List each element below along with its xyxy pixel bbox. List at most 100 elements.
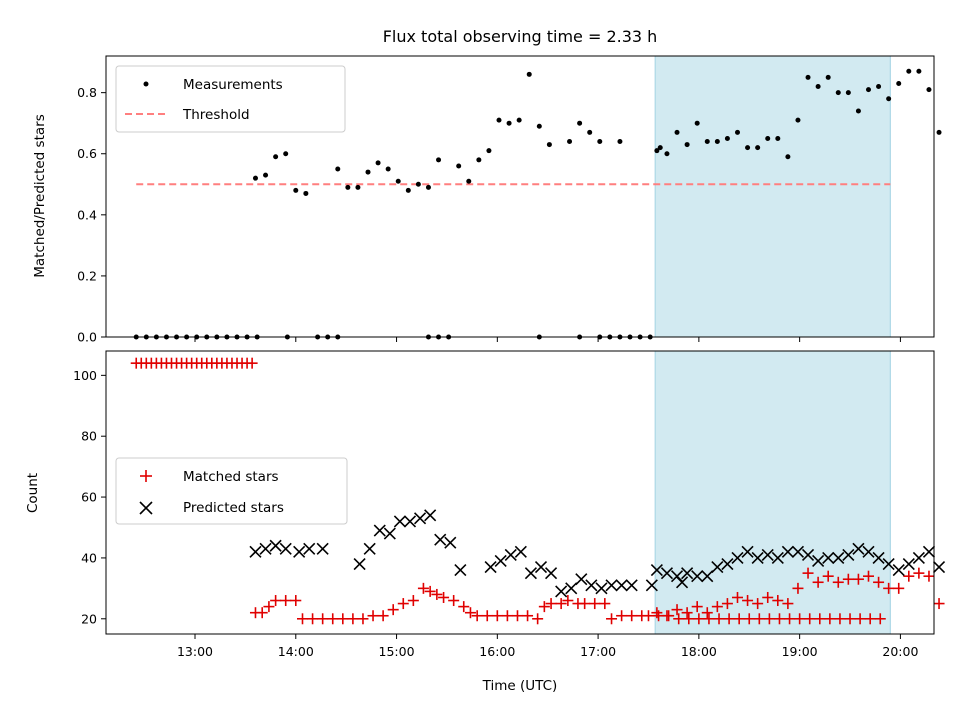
bottom-legend: Matched stars Predicted stars	[115, 457, 348, 525]
predicted-star-point	[565, 582, 578, 595]
matched-star-point	[616, 610, 628, 622]
measurement-point	[283, 151, 289, 157]
matched-star-point	[290, 595, 302, 607]
shaded-interval	[655, 56, 891, 337]
x-tick-label: 17:00	[580, 644, 616, 659]
predicted-star-point	[494, 554, 507, 568]
measurement-point	[546, 142, 552, 148]
measurement-point	[896, 80, 902, 86]
matched-star-point	[471, 610, 483, 622]
matched-star-point	[562, 595, 574, 607]
predicted-star-point	[414, 512, 427, 525]
predicted-star-point	[249, 545, 262, 558]
top-shaded-region	[654, 56, 891, 337]
measurement-point	[926, 87, 932, 93]
predicted-star-point	[862, 545, 875, 558]
predicted-star-point	[259, 542, 272, 555]
matched-star-point	[723, 613, 735, 625]
measurement-point	[365, 169, 371, 175]
matched-star-point	[773, 613, 785, 625]
matched-star-point	[713, 613, 725, 625]
matched-star-point	[784, 613, 796, 625]
predicted-star-point	[852, 542, 865, 555]
x-tick-label: 20:00	[882, 644, 918, 659]
predicted-star-point	[660, 567, 674, 580]
measurement-point	[775, 135, 781, 141]
measurement-point	[273, 154, 279, 160]
measurement-point	[815, 84, 821, 90]
matched-star-point	[555, 598, 567, 610]
predicted-star-point	[484, 560, 497, 574]
measurement-point	[936, 129, 942, 135]
matched-star-point	[742, 595, 754, 607]
matched-star-point	[844, 613, 856, 625]
matched-star-point	[752, 598, 764, 610]
measurement-point	[906, 68, 912, 74]
matched-star-point	[832, 576, 844, 588]
matched-star-point	[651, 607, 663, 619]
measurement-point	[506, 120, 512, 126]
legend-matched-marker	[140, 470, 152, 482]
top-legend-box	[115, 65, 346, 133]
top-legend: Measurements Threshold	[115, 65, 346, 133]
matched-star-point	[842, 573, 854, 585]
predicted-star-point	[363, 542, 376, 555]
measurement-point	[714, 139, 720, 145]
predicted-star-point	[731, 551, 744, 564]
measurement-point	[617, 139, 623, 145]
x-axis-label: Time (UTC)	[482, 678, 558, 694]
matched-star-point	[814, 613, 826, 625]
y-tick-label: 0.8	[77, 85, 97, 100]
matched-star-point	[701, 607, 713, 619]
predicted-star-point	[373, 524, 386, 537]
measurement-point	[476, 157, 482, 163]
measurement-point	[805, 74, 811, 80]
predicted-star-point	[534, 560, 548, 574]
predicted-star-point	[353, 557, 366, 571]
measurement-point	[876, 84, 882, 90]
predicted-star-point	[681, 567, 694, 580]
predicted-star-point	[279, 542, 292, 555]
matched-star-point	[501, 610, 513, 622]
measurement-point	[375, 160, 381, 166]
matched-star-point	[511, 610, 523, 622]
matched-star-point	[464, 607, 476, 619]
matched-star-point	[864, 613, 876, 625]
y-tick-label: 40	[81, 550, 97, 565]
matched-star-point	[431, 588, 443, 600]
measurement-point	[303, 190, 309, 196]
matched-star-point	[545, 598, 557, 610]
matched-star-point	[743, 613, 755, 625]
measurement-point	[755, 145, 761, 151]
matched-star-point	[538, 601, 550, 613]
measurement-point	[425, 184, 431, 190]
measurement-point	[855, 108, 861, 114]
predicted-star-point	[454, 564, 467, 577]
top-x-ticks	[194, 337, 901, 342]
predicted-star-point	[711, 560, 724, 574]
measurement-point	[516, 117, 522, 123]
measurement-point	[355, 184, 361, 190]
y-tick-label: 100	[73, 368, 97, 383]
matched-star-point	[873, 576, 885, 588]
predicted-star-point	[293, 545, 306, 558]
matched-star-point	[913, 567, 925, 579]
measurement-point	[597, 139, 603, 145]
matched-star-point	[903, 570, 915, 582]
measurement-point	[765, 135, 771, 141]
predicted-star-point	[524, 567, 537, 580]
matched-star-point	[792, 582, 804, 594]
bottom-axes-frame	[105, 350, 935, 635]
predicted-star-point	[393, 515, 406, 528]
predicted-star-point	[424, 509, 437, 522]
matched-star-point	[772, 595, 784, 607]
matched-star-point	[280, 595, 292, 607]
predicted-star-point	[812, 554, 825, 568]
predicted-star-point	[595, 582, 608, 595]
matched-star-point	[599, 598, 611, 610]
matched-star-point	[804, 613, 816, 625]
measurement-point	[415, 181, 421, 187]
matched-star-point	[933, 598, 945, 610]
matched-star-point	[491, 610, 503, 622]
bottom-panel: 20 40 60 80 100 13:00 14:00 15:00 16:00 17:00 18:…	[25, 350, 946, 694]
